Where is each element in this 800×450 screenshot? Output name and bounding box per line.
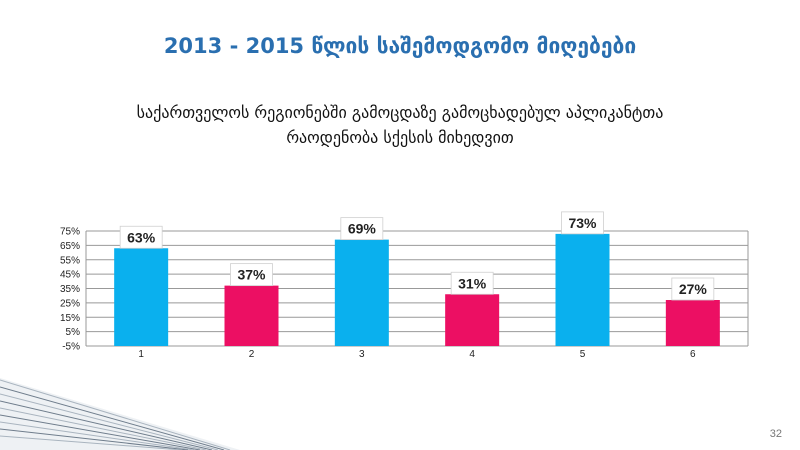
subtitle-line-2: რაოდენობა სქესის მიხედვით — [286, 128, 514, 147]
y-tick-label: 15% — [60, 313, 80, 324]
bar — [334, 239, 389, 346]
slide-subtitle: საქართველოს რეგიონებში გამოცდაზე გამოცხა… — [0, 100, 800, 150]
y-tick-label: 25% — [60, 298, 80, 309]
data-label-box — [671, 277, 715, 301]
data-label-box — [561, 211, 604, 235]
data-labels: 63% 37% 69% 31% 73% 27% — [119, 211, 715, 301]
corner-stripe-line — [0, 428, 189, 450]
y-tick-label: 5% — [66, 327, 81, 338]
bar — [665, 300, 720, 346]
y-tick-label: 65% — [60, 241, 80, 252]
data-label-box — [230, 263, 273, 287]
corner-stripe-line — [0, 421, 195, 450]
y-tick-label: 35% — [60, 284, 80, 295]
corner-stripe-line — [0, 407, 207, 450]
data-label: 37% — [237, 267, 266, 283]
x-tick-label: 3 — [359, 349, 365, 360]
x-tick-label: 2 — [249, 349, 255, 360]
corner-decoration — [0, 378, 240, 450]
y-tick-label: -5% — [62, 342, 80, 353]
data-label: 69% — [348, 221, 377, 237]
bar — [114, 248, 169, 346]
x-tick-label: 4 — [469, 349, 475, 360]
bars — [114, 233, 720, 346]
bar — [555, 233, 610, 346]
y-tick-label: 75% — [60, 227, 80, 238]
bar — [445, 294, 500, 346]
corner-stripe-line — [0, 400, 213, 450]
corner-stripe-line — [0, 435, 183, 450]
x-tick-label: 5 — [580, 349, 586, 360]
page-number: 32 — [769, 428, 782, 440]
x-tick-label: 6 — [690, 349, 696, 360]
data-label-box — [450, 271, 494, 295]
corner-stripe — [0, 378, 240, 450]
data-label-box — [340, 217, 384, 241]
data-label: 73% — [568, 215, 597, 231]
bar — [224, 285, 279, 346]
x-axis-ticks: 1 2 3 4 5 6 — [138, 349, 696, 360]
corner-stripe-line — [0, 379, 231, 450]
y-tick-label: 45% — [60, 270, 80, 281]
data-label: 31% — [458, 275, 487, 291]
corner-stripe-line — [0, 386, 225, 450]
subtitle-line-1: საქართველოს რეგიონებში გამოცდაზე გამოცხა… — [136, 103, 664, 122]
data-label: 63% — [127, 229, 156, 245]
data-label-box — [119, 225, 163, 249]
grid-lines — [85, 230, 749, 347]
data-label: 27% — [679, 281, 708, 297]
corner-stripe-line — [0, 393, 219, 450]
slide-title: 2013 - 2015 წლის საშემოდგომო მიღებები — [163, 34, 637, 58]
y-tick-label: 55% — [60, 255, 80, 266]
x-tick-label: 1 — [138, 349, 144, 360]
y-axis-ticks: 75% 65% 55% 45% 35% 25% 15% 5% -5% — [60, 227, 80, 353]
corner-stripe-line — [0, 414, 201, 450]
